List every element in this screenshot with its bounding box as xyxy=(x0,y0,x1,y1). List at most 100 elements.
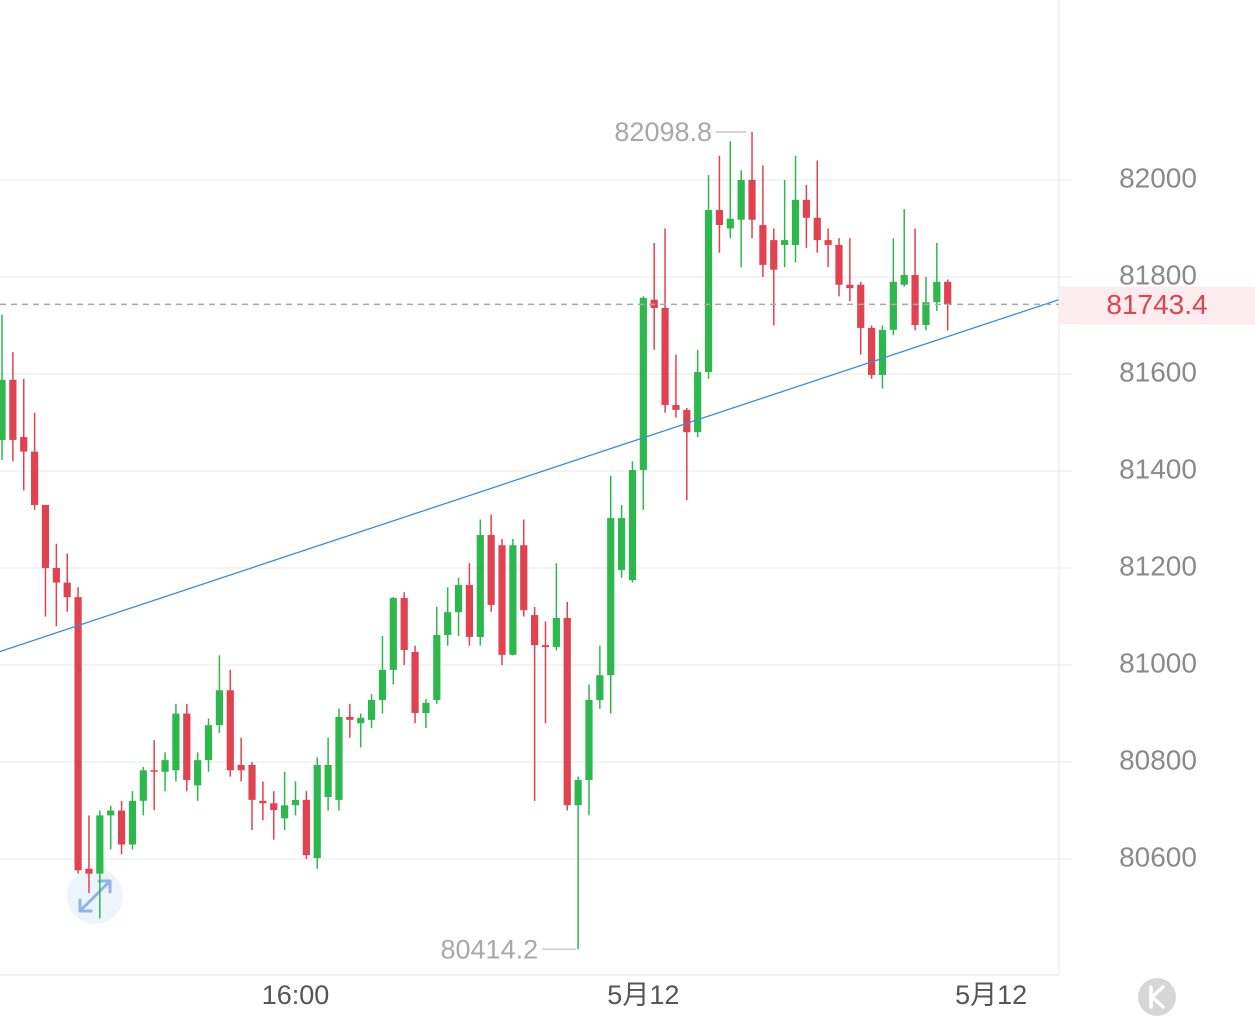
candle-body xyxy=(922,302,930,325)
candle-body xyxy=(281,805,289,819)
candle-body xyxy=(737,179,745,220)
candle-body xyxy=(748,179,756,220)
candle-body xyxy=(357,717,365,724)
candle-body xyxy=(0,379,6,440)
candle-body xyxy=(302,799,310,856)
candle-body xyxy=(183,713,191,780)
candle-body xyxy=(313,764,321,859)
candle-body xyxy=(31,451,39,505)
k-icon[interactable] xyxy=(1138,978,1176,1016)
candle-body xyxy=(802,199,810,218)
x-tick-label: 5月12 xyxy=(955,980,1027,1010)
candle-body xyxy=(63,582,71,598)
candle-body xyxy=(552,617,560,648)
candle-body xyxy=(617,518,626,570)
candle-body xyxy=(585,699,593,780)
candle-body xyxy=(378,669,387,700)
candle-body xyxy=(683,409,691,433)
candle-body xyxy=(465,585,474,637)
expand-icon-arrows xyxy=(78,879,112,913)
candle-body xyxy=(574,780,582,806)
x-tick-label: 5月12 xyxy=(607,980,679,1010)
candle-body xyxy=(628,470,637,581)
candle-body xyxy=(900,275,908,285)
y-tick-label: 81200 xyxy=(1119,550,1197,581)
candle-body xyxy=(270,803,278,811)
candle-body xyxy=(857,284,865,328)
candle-body xyxy=(661,308,669,406)
candle-body xyxy=(944,281,952,305)
candle-body xyxy=(563,617,571,806)
candle-body xyxy=(487,535,495,605)
candle-body xyxy=(204,725,213,761)
candle-body xyxy=(150,770,158,772)
candle-body xyxy=(215,690,223,726)
candle-body xyxy=(400,598,408,650)
candle-body xyxy=(835,244,843,285)
y-tick-label: 81800 xyxy=(1119,259,1197,290)
candle-body xyxy=(911,275,919,325)
last-price-bg xyxy=(1060,286,1255,325)
candle-body xyxy=(476,535,484,637)
x-tick-label: 16:00 xyxy=(262,980,330,1010)
candle-body xyxy=(672,405,680,410)
candle-body xyxy=(520,545,528,611)
candle-body xyxy=(596,675,604,700)
y-tick-label: 81400 xyxy=(1119,453,1197,484)
candle-body xyxy=(139,770,147,801)
candle-body xyxy=(41,504,50,569)
k-icon-bg xyxy=(1138,978,1176,1016)
candle-body xyxy=(422,702,430,714)
candle-body xyxy=(531,615,539,646)
candle-body xyxy=(759,225,767,265)
candle-body xyxy=(107,810,115,816)
candle-body xyxy=(704,210,713,373)
candle-body xyxy=(433,634,441,700)
candle-body xyxy=(846,284,854,289)
y-tick-label: 82000 xyxy=(1119,162,1197,193)
candle-body xyxy=(770,240,778,270)
candle-body xyxy=(117,810,126,845)
last-price-label: 81743.4 xyxy=(1106,289,1207,320)
candle-body xyxy=(259,800,267,804)
candles xyxy=(0,132,952,950)
candle-body xyxy=(933,281,941,303)
candle-body xyxy=(161,760,169,772)
candle-body xyxy=(411,651,419,714)
candle-body xyxy=(346,716,354,720)
candle-body xyxy=(172,713,180,771)
trendline xyxy=(0,299,1059,653)
min-annotation: 80414.2 xyxy=(441,934,539,964)
candle-body xyxy=(85,868,93,874)
expand-icon[interactable] xyxy=(67,868,123,924)
candle-body xyxy=(509,545,517,655)
candle-body xyxy=(824,240,832,245)
candle-body xyxy=(791,199,800,245)
candle-body xyxy=(335,716,343,800)
candle-body xyxy=(781,240,789,245)
candle-body xyxy=(889,281,897,330)
max-annotation: 82098.8 xyxy=(614,117,712,147)
candle-body xyxy=(226,690,234,771)
y-tick-label: 81600 xyxy=(1119,356,1197,387)
y-tick-label: 80600 xyxy=(1119,841,1197,872)
candle-body xyxy=(248,764,256,800)
candle-body xyxy=(541,645,550,648)
candle-body xyxy=(639,297,647,471)
candle-body xyxy=(389,598,397,670)
candle-body xyxy=(715,210,724,226)
candle-body xyxy=(194,760,202,786)
k-icon-glyph xyxy=(1149,985,1165,1009)
candle-body xyxy=(868,327,876,375)
candle-body xyxy=(878,329,887,375)
candle-body xyxy=(74,597,82,871)
candle-body xyxy=(324,764,332,797)
candle-body xyxy=(96,815,104,874)
y-tick-label: 81000 xyxy=(1119,647,1197,678)
candle-body xyxy=(237,764,245,771)
candle-body xyxy=(726,218,734,229)
candle-body xyxy=(9,379,17,440)
candle-body xyxy=(291,799,300,806)
